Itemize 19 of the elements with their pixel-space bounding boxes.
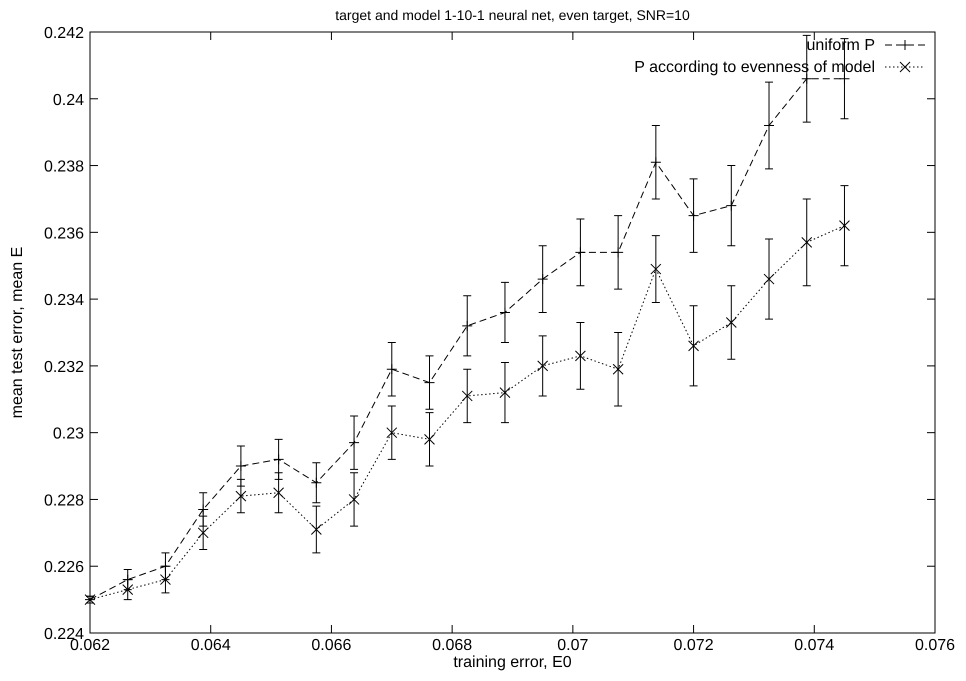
y-tick-label: 0.242	[44, 25, 84, 42]
y-tick-label: 0.226	[44, 559, 84, 576]
y-tick-label: 0.228	[44, 492, 84, 510]
x-tick-label: 0.074	[794, 637, 834, 654]
x-tick-label: 0.068	[432, 637, 472, 654]
chart-title: target and model 1-10-1 neural net, even target, SNR=10	[335, 7, 690, 23]
y-tick-label: 0.23	[52, 426, 84, 443]
y-tick-label: 0.234	[44, 292, 84, 310]
y-tick-label: 0.232	[44, 358, 84, 376]
x-tick-label: 0.064	[190, 637, 231, 654]
x-tick-label: 0.066	[311, 637, 352, 654]
y-axis-title: mean test error, mean E	[9, 246, 26, 418]
y-tick-label: 0.236	[44, 225, 84, 242]
x-tick-label: 0.072	[674, 637, 714, 654]
y-tick-label: 0.238	[44, 158, 84, 176]
x-tick-label: 0.076	[914, 637, 956, 654]
x-tick-label: 0.07	[557, 637, 589, 654]
y-tick-label: 0.24	[52, 92, 84, 109]
x-axis-title: training error, E0	[453, 654, 572, 671]
